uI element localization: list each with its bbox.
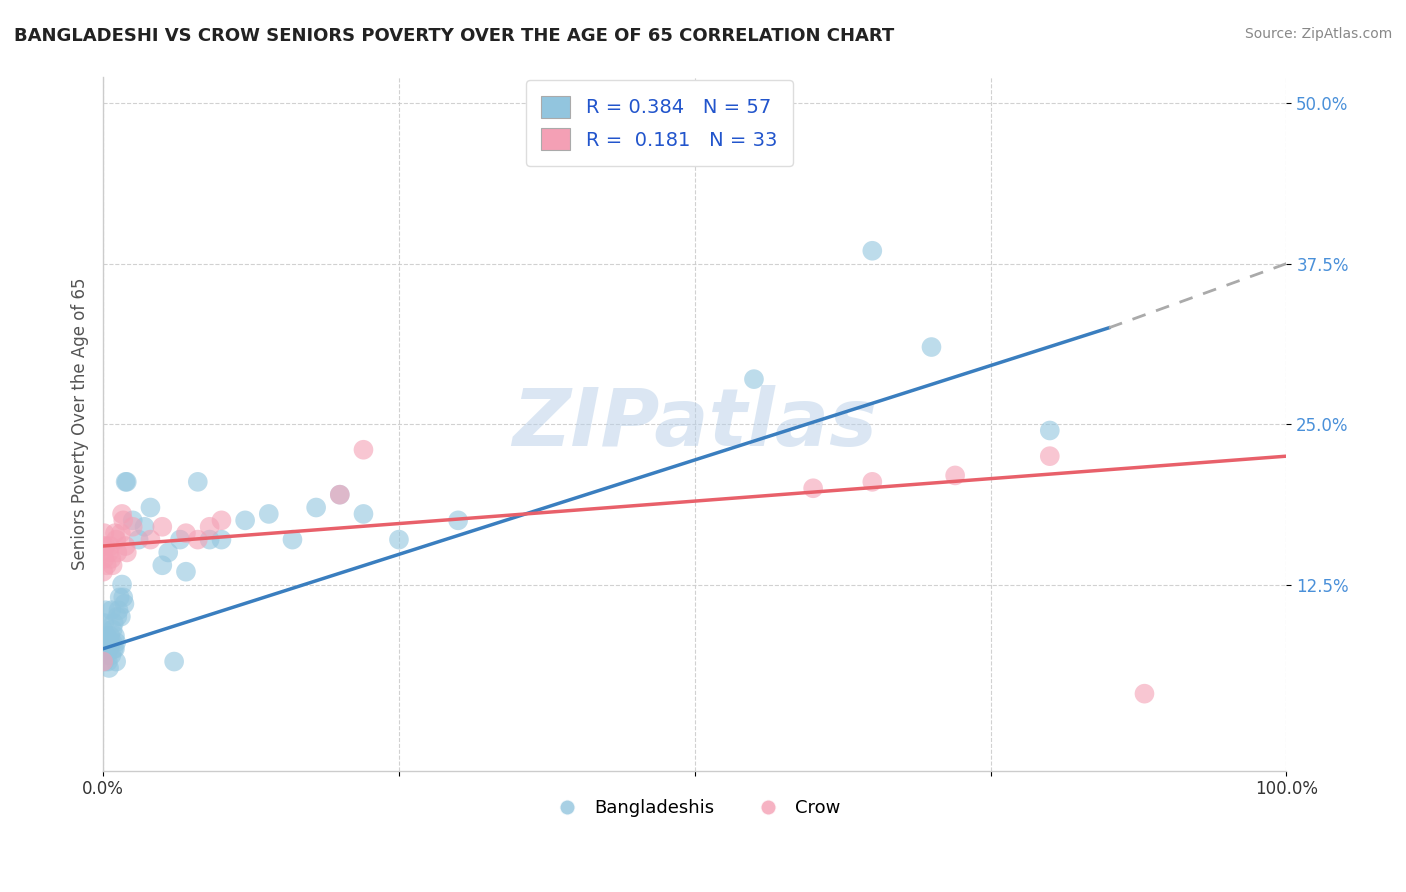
Point xyxy=(101,558,124,573)
Point xyxy=(104,641,127,656)
Point xyxy=(1039,449,1062,463)
Point xyxy=(91,539,114,553)
Point xyxy=(353,442,375,457)
Point xyxy=(134,520,156,534)
Point xyxy=(98,539,121,553)
Point xyxy=(97,635,120,649)
Point xyxy=(742,372,765,386)
Point xyxy=(110,526,132,541)
Point xyxy=(115,545,138,559)
Point xyxy=(97,655,120,669)
Point xyxy=(139,500,162,515)
Point xyxy=(111,577,134,591)
Point xyxy=(104,526,127,541)
Point xyxy=(114,475,136,489)
Point xyxy=(96,648,118,662)
Point xyxy=(174,526,197,541)
Point xyxy=(305,500,328,515)
Point xyxy=(91,565,114,579)
Point xyxy=(112,597,135,611)
Point xyxy=(105,635,128,649)
Point xyxy=(107,603,129,617)
Point xyxy=(211,513,233,527)
Point xyxy=(91,641,114,656)
Point xyxy=(98,629,121,643)
Text: BANGLADESHI VS CROW SENIORS POVERTY OVER THE AGE OF 65 CORRELATION CHART: BANGLADESHI VS CROW SENIORS POVERTY OVER… xyxy=(14,27,894,45)
Point xyxy=(98,661,121,675)
Point xyxy=(114,539,136,553)
Point xyxy=(150,520,173,534)
Point xyxy=(353,507,375,521)
Point xyxy=(101,635,124,649)
Point xyxy=(98,545,121,559)
Point xyxy=(93,526,115,541)
Point xyxy=(93,615,115,630)
Point xyxy=(115,475,138,489)
Point xyxy=(105,533,128,547)
Point xyxy=(96,629,118,643)
Point xyxy=(329,488,352,502)
Point xyxy=(174,565,197,579)
Point xyxy=(860,475,883,489)
Point xyxy=(388,533,411,547)
Point xyxy=(110,609,132,624)
Point xyxy=(1039,424,1062,438)
Text: Source: ZipAtlas.com: Source: ZipAtlas.com xyxy=(1244,27,1392,41)
Point xyxy=(150,558,173,573)
Point xyxy=(108,591,131,605)
Point xyxy=(103,615,125,630)
Point xyxy=(329,488,352,502)
Point xyxy=(211,533,233,547)
Point xyxy=(447,513,470,527)
Point xyxy=(139,533,162,547)
Point xyxy=(98,641,121,656)
Point xyxy=(105,609,128,624)
Point xyxy=(100,648,122,662)
Point xyxy=(96,558,118,573)
Point xyxy=(257,507,280,521)
Point xyxy=(187,533,209,547)
Y-axis label: Seniors Poverty Over the Age of 65: Seniors Poverty Over the Age of 65 xyxy=(72,277,89,570)
Point xyxy=(187,475,209,489)
Point xyxy=(198,520,221,534)
Point xyxy=(105,655,128,669)
Point xyxy=(94,539,117,553)
Point xyxy=(94,641,117,656)
Point xyxy=(112,591,135,605)
Point xyxy=(198,533,221,547)
Point xyxy=(91,655,114,669)
Point xyxy=(1133,687,1156,701)
Point xyxy=(128,533,150,547)
Point xyxy=(93,655,115,669)
Legend: Bangladeshis, Crow: Bangladeshis, Crow xyxy=(541,791,848,824)
Point xyxy=(104,629,127,643)
Point xyxy=(121,520,143,534)
Point xyxy=(169,533,191,547)
Point xyxy=(233,513,256,527)
Text: ZIPatlas: ZIPatlas xyxy=(512,385,877,463)
Point xyxy=(801,481,824,495)
Point xyxy=(93,552,115,566)
Point xyxy=(98,635,121,649)
Point xyxy=(101,623,124,637)
Point xyxy=(105,545,128,559)
Point xyxy=(91,623,114,637)
Point xyxy=(281,533,304,547)
Point xyxy=(100,552,122,566)
Point xyxy=(943,468,966,483)
Point xyxy=(103,641,125,656)
Point xyxy=(920,340,942,354)
Point xyxy=(111,507,134,521)
Point xyxy=(163,655,186,669)
Point xyxy=(94,603,117,617)
Point xyxy=(100,603,122,617)
Point xyxy=(157,545,180,559)
Point xyxy=(112,513,135,527)
Point xyxy=(121,513,143,527)
Point xyxy=(860,244,883,258)
